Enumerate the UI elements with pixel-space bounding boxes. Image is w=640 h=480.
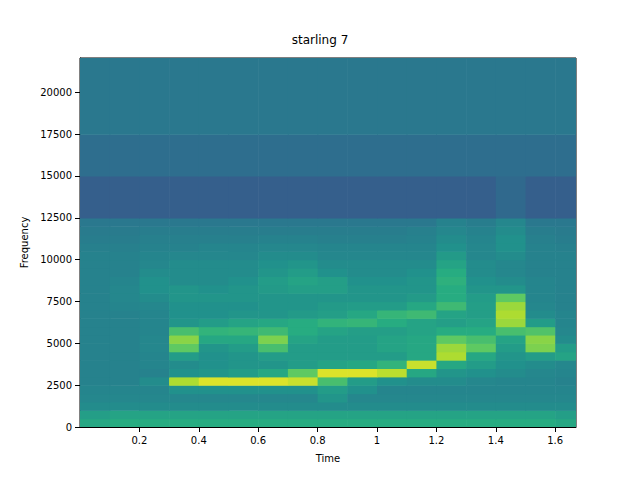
svg-text:0.8: 0.8: [310, 435, 326, 446]
svg-text:1.2: 1.2: [428, 435, 444, 446]
svg-text:12500: 12500: [40, 212, 72, 223]
svg-text:2500: 2500: [47, 380, 72, 391]
svg-text:20000: 20000: [40, 87, 72, 98]
svg-text:5000: 5000: [47, 338, 72, 349]
svg-text:Time: Time: [315, 453, 340, 464]
svg-text:0.6: 0.6: [250, 435, 266, 446]
svg-text:17500: 17500: [40, 129, 72, 140]
svg-text:1.4: 1.4: [488, 435, 504, 446]
svg-text:1.6: 1.6: [547, 435, 563, 446]
svg-text:10000: 10000: [40, 254, 72, 265]
svg-text:0.2: 0.2: [131, 435, 147, 446]
svg-text:1: 1: [374, 435, 380, 446]
svg-text:15000: 15000: [40, 170, 72, 181]
svg-text:0.4: 0.4: [191, 435, 207, 446]
svg-text:Frequency: Frequency: [19, 217, 30, 269]
svg-text:starling 7: starling 7: [292, 33, 349, 47]
svg-text:0: 0: [66, 422, 72, 433]
svg-text:7500: 7500: [47, 296, 72, 307]
